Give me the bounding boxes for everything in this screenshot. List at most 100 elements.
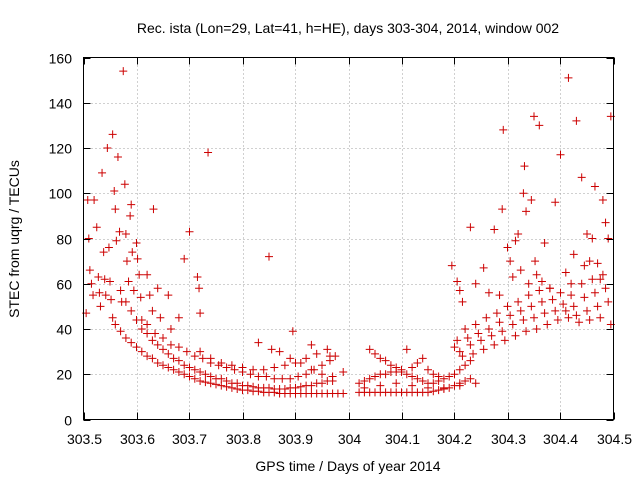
data-point	[498, 205, 507, 214]
data-point	[129, 286, 138, 295]
data-point	[461, 361, 470, 370]
data-point	[527, 196, 536, 205]
data-point	[450, 370, 459, 379]
data-point	[265, 252, 273, 261]
data-point	[294, 372, 303, 381]
data-point	[461, 377, 470, 386]
data-point	[302, 370, 311, 379]
data-point	[532, 325, 541, 333]
data-point	[514, 297, 523, 306]
data-point	[413, 358, 422, 367]
data-point	[124, 277, 133, 286]
data-point	[270, 363, 279, 372]
data-point	[254, 338, 263, 347]
data-point	[583, 229, 591, 238]
data-point	[111, 205, 120, 214]
data-point	[520, 162, 529, 171]
data-point	[204, 148, 213, 157]
data-point	[143, 320, 152, 329]
data-point	[318, 370, 326, 379]
data-point	[296, 382, 305, 391]
data-point	[567, 279, 576, 288]
y-tick-label: 100	[49, 186, 73, 202]
data-point	[506, 311, 515, 320]
data-point	[540, 309, 549, 318]
data-point	[508, 320, 517, 329]
data-point	[492, 309, 501, 318]
data-point	[116, 327, 125, 336]
data-point	[455, 286, 464, 295]
data-point	[85, 266, 94, 275]
data-point	[153, 358, 162, 367]
marker-layer	[82, 67, 615, 398]
data-point	[590, 288, 599, 297]
data-point	[196, 367, 205, 376]
data-point	[87, 279, 96, 288]
data-point	[307, 340, 316, 349]
data-point	[371, 349, 379, 358]
data-point	[392, 363, 401, 372]
x-tick-label: 304.4	[543, 431, 578, 447]
data-point	[598, 196, 607, 205]
data-point	[408, 381, 417, 390]
data-point	[116, 286, 125, 295]
data-point	[530, 112, 538, 121]
data-point	[127, 338, 136, 347]
data-point	[522, 207, 531, 216]
data-point	[593, 259, 602, 268]
data-point	[450, 343, 459, 352]
data-point	[132, 343, 141, 352]
data-point	[577, 279, 586, 288]
data-point	[424, 383, 432, 392]
data-point	[439, 383, 448, 392]
data-point	[185, 227, 194, 236]
data-point	[246, 370, 255, 379]
data-point	[381, 356, 390, 365]
tick-label-layer: 303.5 303.6 303.7 303.8 303.9 304 304.1 304.2 30…	[49, 51, 633, 448]
data-point	[590, 182, 599, 191]
data-point	[307, 365, 316, 374]
data-point	[153, 340, 162, 349]
data-point	[190, 374, 199, 383]
y-tick-label: 60	[56, 277, 72, 293]
data-point	[434, 386, 443, 395]
data-point	[198, 354, 207, 363]
data-point	[604, 234, 613, 243]
data-point	[233, 379, 242, 388]
data-point	[180, 254, 189, 263]
data-point	[585, 315, 594, 324]
data-point	[159, 361, 167, 370]
data-point	[196, 347, 205, 356]
data-point	[455, 381, 464, 390]
data-point	[149, 205, 158, 214]
data-point	[556, 150, 565, 159]
data-point	[185, 372, 194, 381]
data-point	[126, 211, 135, 220]
data-point	[453, 277, 462, 286]
data-point	[270, 374, 279, 383]
data-point	[580, 261, 589, 270]
data-point	[524, 291, 533, 300]
data-point	[84, 234, 93, 243]
data-point	[262, 372, 271, 381]
data-point	[143, 270, 152, 279]
x-tick-label: 304	[338, 431, 362, 447]
data-point	[413, 374, 422, 383]
data-point	[193, 272, 202, 281]
data-point	[339, 389, 348, 398]
data-point	[551, 198, 560, 207]
data-point	[135, 270, 144, 279]
data-point	[201, 378, 210, 387]
data-point	[506, 257, 515, 266]
data-point	[545, 284, 554, 293]
data-point	[540, 239, 549, 248]
data-point	[121, 229, 130, 238]
data-point	[174, 367, 183, 376]
data-point	[143, 352, 152, 361]
data-point	[96, 302, 105, 311]
data-point	[531, 257, 540, 266]
data-point	[238, 363, 247, 372]
data-point	[164, 363, 173, 372]
data-point	[156, 313, 165, 322]
